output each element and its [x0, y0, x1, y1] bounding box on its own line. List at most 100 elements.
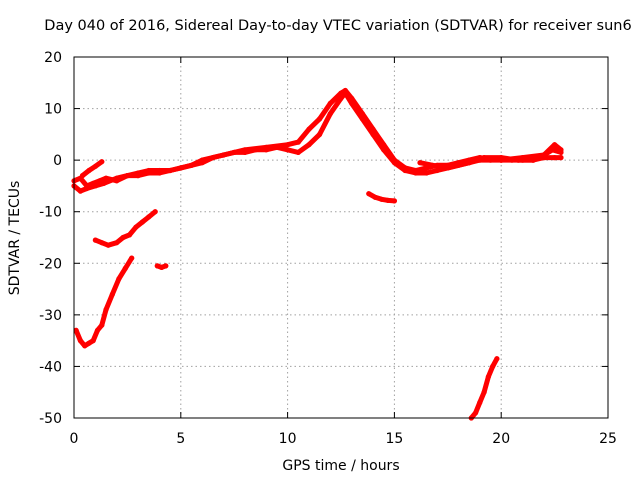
data-point [90, 338, 96, 344]
data-point [92, 237, 98, 243]
data-point [103, 307, 109, 313]
data-point [120, 234, 126, 241]
data-point [77, 188, 83, 194]
data-point [338, 90, 344, 96]
series-left-rising-segment [92, 209, 158, 248]
data-point [295, 139, 301, 145]
data-point [434, 167, 440, 174]
data-point [86, 340, 92, 346]
data-point [494, 356, 500, 362]
data-point [99, 322, 105, 328]
data-point [417, 160, 423, 166]
y-tick-label: 10 [44, 102, 62, 118]
data-point [466, 160, 472, 166]
data-point [370, 126, 376, 132]
data-point [317, 131, 323, 137]
data-series-group [71, 87, 564, 421]
data-point [263, 144, 269, 150]
data-point [498, 155, 504, 161]
data-point [159, 264, 165, 270]
data-point [445, 165, 451, 171]
data-point [477, 399, 483, 406]
data-point [541, 152, 547, 158]
x-tick-label: 0 [70, 431, 79, 447]
data-point [82, 343, 88, 349]
x-tick-label: 20 [492, 431, 510, 447]
series-lower-left-arc [73, 255, 135, 349]
data-point [126, 232, 133, 238]
data-point [349, 95, 355, 101]
data-point [199, 157, 205, 163]
data-point [99, 240, 105, 246]
series-main-track-b [71, 88, 564, 194]
data-point [381, 142, 387, 148]
data-point [485, 374, 491, 380]
data-point [84, 185, 90, 192]
data-point [490, 363, 496, 369]
data-point [285, 142, 291, 148]
data-point [327, 111, 333, 117]
data-point [295, 149, 301, 155]
data-point [430, 162, 436, 168]
data-point [114, 175, 120, 181]
data-point [129, 255, 135, 261]
data-point [146, 167, 152, 174]
data-point [285, 147, 291, 153]
data-point [413, 167, 419, 174]
y-tick-label: 20 [44, 50, 62, 66]
data-point [101, 180, 107, 186]
data-point [530, 157, 536, 163]
data-point [558, 149, 564, 155]
data-point [152, 209, 158, 215]
data-point [133, 224, 139, 230]
data-point [220, 152, 227, 158]
data-point [558, 155, 564, 161]
data-point [379, 196, 385, 202]
y-tick-labels: 20 10 0 -10 -20 -30 -40 -50 [39, 50, 62, 427]
data-point [359, 111, 365, 117]
grid [74, 57, 608, 418]
x-axis-label: GPS time / hours [282, 458, 399, 474]
data-point [473, 410, 479, 416]
data-point [317, 116, 323, 122]
data-point [109, 291, 115, 297]
data-point [77, 338, 83, 344]
data-point [385, 197, 391, 203]
y-tick-label: -40 [39, 359, 62, 375]
data-point [163, 263, 169, 269]
data-point [92, 163, 98, 169]
data-point [73, 327, 79, 333]
data-point [481, 389, 487, 395]
data-point [92, 183, 98, 189]
data-point [242, 147, 248, 153]
y-axis-label: SDTVAR / TECUs [7, 181, 23, 296]
y-tick-label: 0 [53, 153, 62, 169]
data-point [515, 157, 521, 163]
data-point [146, 214, 152, 220]
x-tick-label: 15 [385, 431, 403, 447]
data-point [105, 242, 111, 248]
data-point [99, 159, 105, 165]
data-point [306, 126, 312, 132]
y-tick-label: -20 [39, 256, 62, 272]
data-point [481, 155, 487, 161]
data-point [366, 191, 372, 197]
data-point [114, 240, 120, 246]
data-point [306, 142, 312, 148]
axis-ticks [73, 56, 609, 419]
data-point [122, 265, 128, 271]
data-point [79, 173, 86, 179]
data-point [154, 263, 160, 269]
data-point [402, 165, 408, 171]
chart-title: Day 040 of 2016, Sidereal Day-to-day VTE… [44, 18, 631, 34]
data-point [156, 167, 162, 174]
data-point [116, 276, 122, 282]
plot-frame [73, 56, 609, 419]
data-point [135, 170, 141, 176]
y-tick-label: -30 [39, 308, 62, 324]
data-point [549, 147, 556, 153]
data-point [552, 155, 558, 161]
x-tick-label: 5 [176, 431, 185, 447]
